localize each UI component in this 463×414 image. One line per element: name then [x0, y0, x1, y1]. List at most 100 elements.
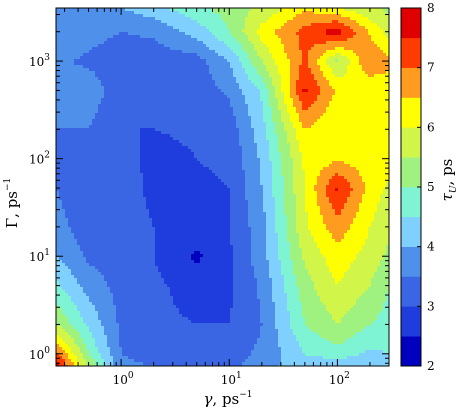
contour-cell [263, 32, 267, 36]
contour-cell [131, 35, 135, 39]
contour-cell [152, 125, 156, 129]
contour-cell [377, 134, 381, 138]
contour-cell [380, 104, 384, 108]
contour-cell [191, 59, 195, 63]
contour-cell [320, 137, 324, 141]
contour-cell [74, 29, 78, 33]
contour-cell [383, 86, 387, 90]
contour-cell [80, 23, 84, 27]
contour-cell [80, 62, 84, 66]
contour-cell [101, 107, 105, 111]
contour-cell [290, 29, 294, 33]
contour-cell [125, 56, 129, 60]
contour-cell [209, 56, 213, 60]
contour-cell [188, 14, 192, 18]
contour-cell [113, 125, 117, 129]
contour-cell [230, 29, 234, 33]
contour-cell [92, 140, 96, 144]
contour-cell [104, 101, 108, 105]
contour-cell [128, 29, 132, 33]
contour-cell [164, 23, 168, 27]
contour-cell [116, 95, 120, 99]
contour-cell [71, 101, 75, 105]
contour-cell [239, 83, 243, 87]
contour-cell [176, 62, 180, 66]
contour-cell [119, 104, 123, 108]
contour-cell [245, 17, 249, 21]
contour-cell [338, 14, 342, 18]
contour-cell [227, 29, 231, 33]
contour-cell [266, 137, 270, 141]
contour-cell [338, 20, 342, 24]
contour-cell [251, 41, 255, 45]
contour-cell [167, 86, 171, 90]
contour-cell [380, 101, 384, 105]
contour-cell [275, 116, 279, 120]
contour-cell [191, 92, 195, 96]
contour-cell [374, 113, 378, 117]
contour-cell [167, 71, 171, 75]
contour-cell [272, 8, 276, 12]
contour-cell [143, 131, 147, 135]
contour-cell [272, 77, 276, 81]
contour-cell [371, 56, 375, 60]
contour-cell [374, 89, 378, 93]
contour-cell [80, 101, 84, 105]
contour-cell [374, 140, 378, 144]
contour-cell [293, 125, 297, 129]
contour-cell [188, 119, 192, 123]
contour-cell [104, 29, 108, 33]
contour-cell [146, 113, 150, 117]
contour-cell [203, 29, 207, 33]
contour-cell [215, 53, 219, 57]
contour-cell [254, 113, 258, 117]
contour-cell [374, 62, 378, 66]
contour-cell [56, 32, 60, 36]
contour-cell [122, 14, 126, 18]
contour-cell [62, 62, 66, 66]
contour-cell [125, 89, 129, 93]
contour-cell [368, 29, 372, 33]
contour-cell [143, 80, 147, 84]
contour-cell [311, 119, 315, 123]
contour-cell [311, 20, 315, 24]
contour-cell [80, 50, 84, 54]
contour-cell [200, 122, 204, 126]
contour-cell [296, 71, 300, 75]
contour-cell [167, 41, 171, 45]
contour-cell [98, 104, 102, 108]
contour-cell [380, 98, 384, 102]
contour-cell [317, 83, 321, 87]
contour-cell [362, 92, 366, 96]
contour-cell [182, 50, 186, 54]
contour-cell [311, 137, 315, 141]
contour-cell [284, 11, 288, 15]
contour-cell [89, 110, 93, 114]
contour-cell [314, 44, 318, 48]
contour-cell [281, 134, 285, 138]
contour-cell [200, 41, 204, 45]
contour-cell [377, 77, 381, 81]
contour-cell [104, 11, 108, 15]
contour-cell [107, 11, 111, 15]
contour-cell [269, 17, 273, 21]
contour-cell [146, 65, 150, 69]
contour-cell [293, 38, 297, 42]
contour-cell [293, 98, 297, 102]
contour-cell [221, 119, 225, 123]
contour-cell [200, 20, 204, 24]
contour-cell [344, 113, 348, 117]
contour-cell [299, 23, 303, 27]
contour-cell [101, 140, 105, 144]
contour-cell [293, 23, 297, 27]
contour-cell [326, 107, 330, 111]
contour-cell [71, 50, 75, 54]
contour-cell [194, 95, 198, 99]
contour-cell [161, 41, 165, 45]
contour-cell [305, 95, 309, 99]
contour-cell [251, 107, 255, 111]
contour-cell [296, 134, 300, 138]
contour-cell [122, 32, 126, 36]
contour-cell [293, 26, 297, 30]
contour-cell [164, 128, 168, 132]
